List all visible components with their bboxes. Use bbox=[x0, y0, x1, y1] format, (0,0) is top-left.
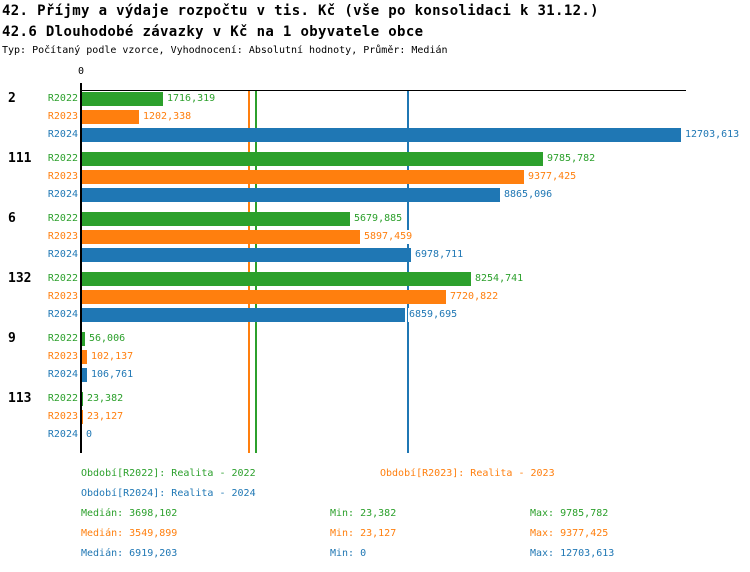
series-row-label-r2024: R2024 bbox=[47, 309, 78, 320]
bar-r2024-cat-6 bbox=[82, 248, 411, 262]
axis-zero-tick-label: 0 bbox=[77, 66, 85, 77]
value-label-r2024-cat-2: 12703,613 bbox=[684, 128, 741, 142]
series-row-label-r2024: R2024 bbox=[47, 249, 78, 260]
bar-r2022-cat-132 bbox=[82, 272, 471, 286]
series-row-label-r2022: R2022 bbox=[47, 273, 78, 284]
stat-value: 0 bbox=[360, 548, 367, 559]
series-row-label-r2023: R2023 bbox=[47, 111, 78, 122]
series-row-label-r2023: R2023 bbox=[47, 291, 78, 302]
legend-item-r2024: Období[R2024]: Realita - 2024 bbox=[81, 488, 256, 499]
value-label-r2022-cat-113: 23,382 bbox=[86, 392, 125, 406]
stat-label: Medián: bbox=[81, 528, 124, 539]
stat-value: 3698,102 bbox=[129, 508, 178, 519]
stat-min-r2024: Min: 0 bbox=[330, 547, 366, 561]
category-label-111: 111 bbox=[8, 151, 32, 166]
stat-label: Medián: bbox=[81, 548, 124, 559]
bar-r2022-cat-9 bbox=[82, 332, 85, 346]
value-label-r2022-cat-2: 1716,319 bbox=[166, 92, 217, 106]
stat-label: Max: bbox=[530, 548, 555, 559]
category-label-113: 113 bbox=[8, 391, 32, 406]
bar-r2024-cat-111 bbox=[82, 188, 500, 202]
stat-value: 23,382 bbox=[360, 508, 397, 519]
series-row-label-r2022: R2022 bbox=[47, 93, 78, 104]
value-label-r2022-cat-6: 5679,885 bbox=[353, 212, 404, 226]
value-label-r2022-cat-132: 8254,741 bbox=[474, 272, 525, 286]
value-label-r2023-cat-132: 7720,822 bbox=[449, 290, 500, 304]
series-row-label-r2022: R2022 bbox=[47, 333, 78, 344]
bar-r2023-cat-111 bbox=[82, 170, 524, 184]
value-label-r2023-cat-2: 1202,338 bbox=[142, 110, 193, 124]
series-row-label-r2023: R2023 bbox=[47, 411, 78, 422]
bar-r2024-cat-132 bbox=[82, 308, 405, 322]
category-label-2: 2 bbox=[8, 91, 16, 106]
stat-median-r2022: Medián: 3698,102 bbox=[81, 507, 177, 521]
bar-r2022-cat-2 bbox=[82, 92, 163, 106]
chart-meta: Typ: Počítaný podle vzorce, Vyhodnocení:… bbox=[2, 45, 448, 56]
category-label-132: 132 bbox=[8, 271, 32, 286]
stat-min-r2022: Min: 23,382 bbox=[330, 507, 396, 521]
bar-r2022-cat-113 bbox=[82, 392, 83, 406]
chart-subtitle: 42.6 Dlouhodobé závazky v Kč na 1 obyvat… bbox=[2, 24, 424, 40]
bar-r2024-cat-9 bbox=[82, 368, 87, 382]
category-label-9: 9 bbox=[8, 331, 16, 346]
series-row-label-r2024: R2024 bbox=[47, 369, 78, 380]
value-label-r2024-cat-113: 0 bbox=[85, 428, 94, 442]
value-label-r2023-cat-9: 102,137 bbox=[90, 350, 135, 364]
series-row-label-r2023: R2023 bbox=[47, 171, 78, 182]
value-label-r2024-cat-9: 106,761 bbox=[90, 368, 135, 382]
stat-label: Max: bbox=[530, 508, 555, 519]
stat-max-r2024: Max: 12703,613 bbox=[530, 547, 614, 561]
value-label-r2022-cat-111: 9785,782 bbox=[546, 152, 597, 166]
stat-value: 3549,899 bbox=[129, 528, 178, 539]
series-row-label-r2023: R2023 bbox=[47, 351, 78, 362]
stat-label: Medián: bbox=[81, 508, 124, 519]
stat-max-r2023: Max: 9377,425 bbox=[530, 527, 608, 541]
stat-value: 12703,613 bbox=[560, 548, 615, 559]
stat-label: Max: bbox=[530, 528, 555, 539]
bar-r2023-cat-6 bbox=[82, 230, 360, 244]
stat-median-r2023: Medián: 3549,899 bbox=[81, 527, 177, 541]
value-label-r2024-cat-111: 8865,096 bbox=[503, 188, 554, 202]
stat-value: 23,127 bbox=[360, 528, 397, 539]
bar-r2023-cat-132 bbox=[82, 290, 446, 304]
y-axis-line bbox=[80, 83, 82, 453]
bar-r2024-cat-2 bbox=[82, 128, 681, 142]
stat-value: 6919,203 bbox=[129, 548, 178, 559]
value-label-r2022-cat-9: 56,006 bbox=[88, 332, 127, 346]
page-title: 42. Příjmy a výdaje rozpočtu v tis. Kč (… bbox=[2, 3, 599, 19]
stat-label: Min: bbox=[330, 548, 355, 559]
stat-label: Min: bbox=[330, 508, 355, 519]
stat-value: 9377,425 bbox=[560, 528, 609, 539]
stat-min-r2023: Min: 23,127 bbox=[330, 527, 396, 541]
bar-r2023-cat-2 bbox=[82, 110, 139, 124]
bar-r2023-cat-113 bbox=[82, 410, 83, 424]
series-row-label-r2022: R2022 bbox=[47, 393, 78, 404]
value-label-r2023-cat-6: 5897,459 bbox=[363, 230, 414, 244]
stat-median-r2024: Medián: 6919,203 bbox=[81, 547, 177, 561]
value-label-r2023-cat-111: 9377,425 bbox=[527, 170, 578, 184]
series-row-label-r2024: R2024 bbox=[47, 129, 78, 140]
x-axis-line bbox=[80, 90, 686, 91]
bar-r2023-cat-9 bbox=[82, 350, 87, 364]
value-label-r2023-cat-113: 23,127 bbox=[86, 410, 125, 424]
series-row-label-r2023: R2023 bbox=[47, 231, 78, 242]
legend-item-r2022: Období[R2022]: Realita - 2022 bbox=[81, 468, 256, 479]
series-row-label-r2024: R2024 bbox=[47, 429, 78, 440]
legend-item-r2023: Období[R2023]: Realita - 2023 bbox=[380, 468, 555, 479]
stat-max-r2022: Max: 9785,782 bbox=[530, 507, 608, 521]
category-label-6: 6 bbox=[8, 211, 16, 226]
series-row-label-r2024: R2024 bbox=[47, 189, 78, 200]
series-row-label-r2022: R2022 bbox=[47, 153, 78, 164]
bar-r2022-cat-111 bbox=[82, 152, 543, 166]
stat-value: 9785,782 bbox=[560, 508, 609, 519]
value-label-r2024-cat-6: 6978,711 bbox=[414, 248, 465, 262]
value-label-r2024-cat-132: 6859,695 bbox=[408, 308, 459, 322]
series-row-label-r2022: R2022 bbox=[47, 213, 78, 224]
bar-r2022-cat-6 bbox=[82, 212, 350, 226]
stat-label: Min: bbox=[330, 528, 355, 539]
